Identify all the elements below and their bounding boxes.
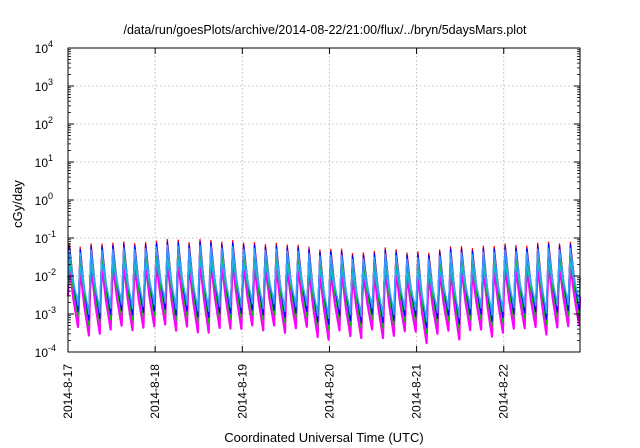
x-tick-label: 2014-8-18 <box>148 364 162 419</box>
y-tick-exponent: -2 <box>48 267 56 277</box>
y-tick-exponent: -3 <box>48 305 56 315</box>
x-tick-label: 2014-8-21 <box>410 364 424 419</box>
y-tick-exponent: 2 <box>48 115 53 125</box>
y-tick-label: 103 <box>35 77 53 94</box>
series-group <box>66 238 582 345</box>
y-tick-exponent: 4 <box>48 39 53 49</box>
y-tick-label: 102 <box>35 115 53 132</box>
axis-ticks: 10-410-310-210-11001011021031042014-8-17… <box>35 39 580 419</box>
y-tick-label: 10-4 <box>35 343 56 360</box>
y-tick-exponent: 1 <box>48 153 53 163</box>
y-tick-exponent: -1 <box>48 229 56 239</box>
y-tick-exponent: 0 <box>48 191 53 201</box>
y-tick-label: 101 <box>35 153 53 170</box>
x-tick-label: 2014-8-22 <box>497 364 511 419</box>
series-line <box>67 244 581 323</box>
chart-title: /data/run/goesPlots/archive/2014-08-22/2… <box>123 23 527 37</box>
x-tick-label: 2014-8-19 <box>235 364 249 419</box>
y-tick-exponent: 3 <box>48 77 53 87</box>
y-axis-label: cGy/day <box>10 180 25 228</box>
x-tick-label: 2014-8-17 <box>61 364 75 419</box>
x-tick-label: 2014-8-20 <box>322 364 336 419</box>
y-tick-exponent: -4 <box>48 343 56 353</box>
y-tick-label: 100 <box>35 191 53 208</box>
y-tick-label: 10-2 <box>35 267 56 284</box>
y-tick-label: 104 <box>35 39 53 56</box>
y-tick-label: 10-1 <box>35 229 56 246</box>
y-tick-label: 10-3 <box>35 305 56 322</box>
x-axis-label: Coordinated Universal Time (UTC) <box>224 430 423 445</box>
